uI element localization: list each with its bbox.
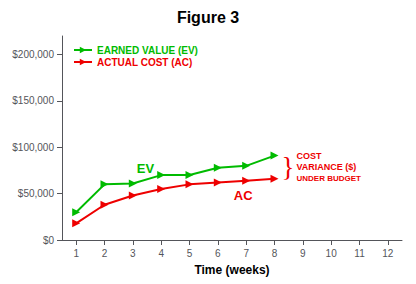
- svg-text:11: 11: [354, 248, 365, 259]
- svg-text:3: 3: [130, 248, 136, 259]
- svg-text:AC: AC: [234, 188, 253, 203]
- svg-text:Time (weeks): Time (weeks): [194, 263, 269, 277]
- svg-text:9: 9: [300, 248, 306, 259]
- svg-text:COST: COST: [297, 151, 323, 161]
- svg-text:4: 4: [158, 248, 164, 259]
- svg-text:VARIANCE ($): VARIANCE ($): [297, 162, 357, 172]
- svg-text:EARNED VALUE (EV): EARNED VALUE (EV): [97, 45, 198, 56]
- svg-text:6: 6: [215, 248, 221, 259]
- svg-text:$200,000: $200,000: [12, 49, 54, 60]
- svg-text:ACTUAL COST (AC): ACTUAL COST (AC): [97, 57, 192, 68]
- svg-text:$50,000: $50,000: [18, 188, 55, 199]
- svg-text:8: 8: [272, 248, 278, 259]
- svg-text:}: }: [282, 152, 295, 182]
- svg-text:$100,000: $100,000: [12, 142, 54, 153]
- svg-text:7: 7: [243, 248, 249, 259]
- svg-text:Figure 3: Figure 3: [177, 9, 239, 26]
- svg-text:$150,000: $150,000: [12, 95, 54, 106]
- svg-text:12: 12: [382, 248, 394, 259]
- svg-text:1: 1: [73, 248, 79, 259]
- svg-text:2: 2: [102, 248, 108, 259]
- svg-text:$0: $0: [43, 235, 55, 246]
- svg-text:UNDER BUDGET: UNDER BUDGET: [297, 174, 362, 183]
- svg-text:EV: EV: [137, 161, 155, 176]
- svg-text:10: 10: [326, 248, 338, 259]
- svg-text:5: 5: [187, 248, 193, 259]
